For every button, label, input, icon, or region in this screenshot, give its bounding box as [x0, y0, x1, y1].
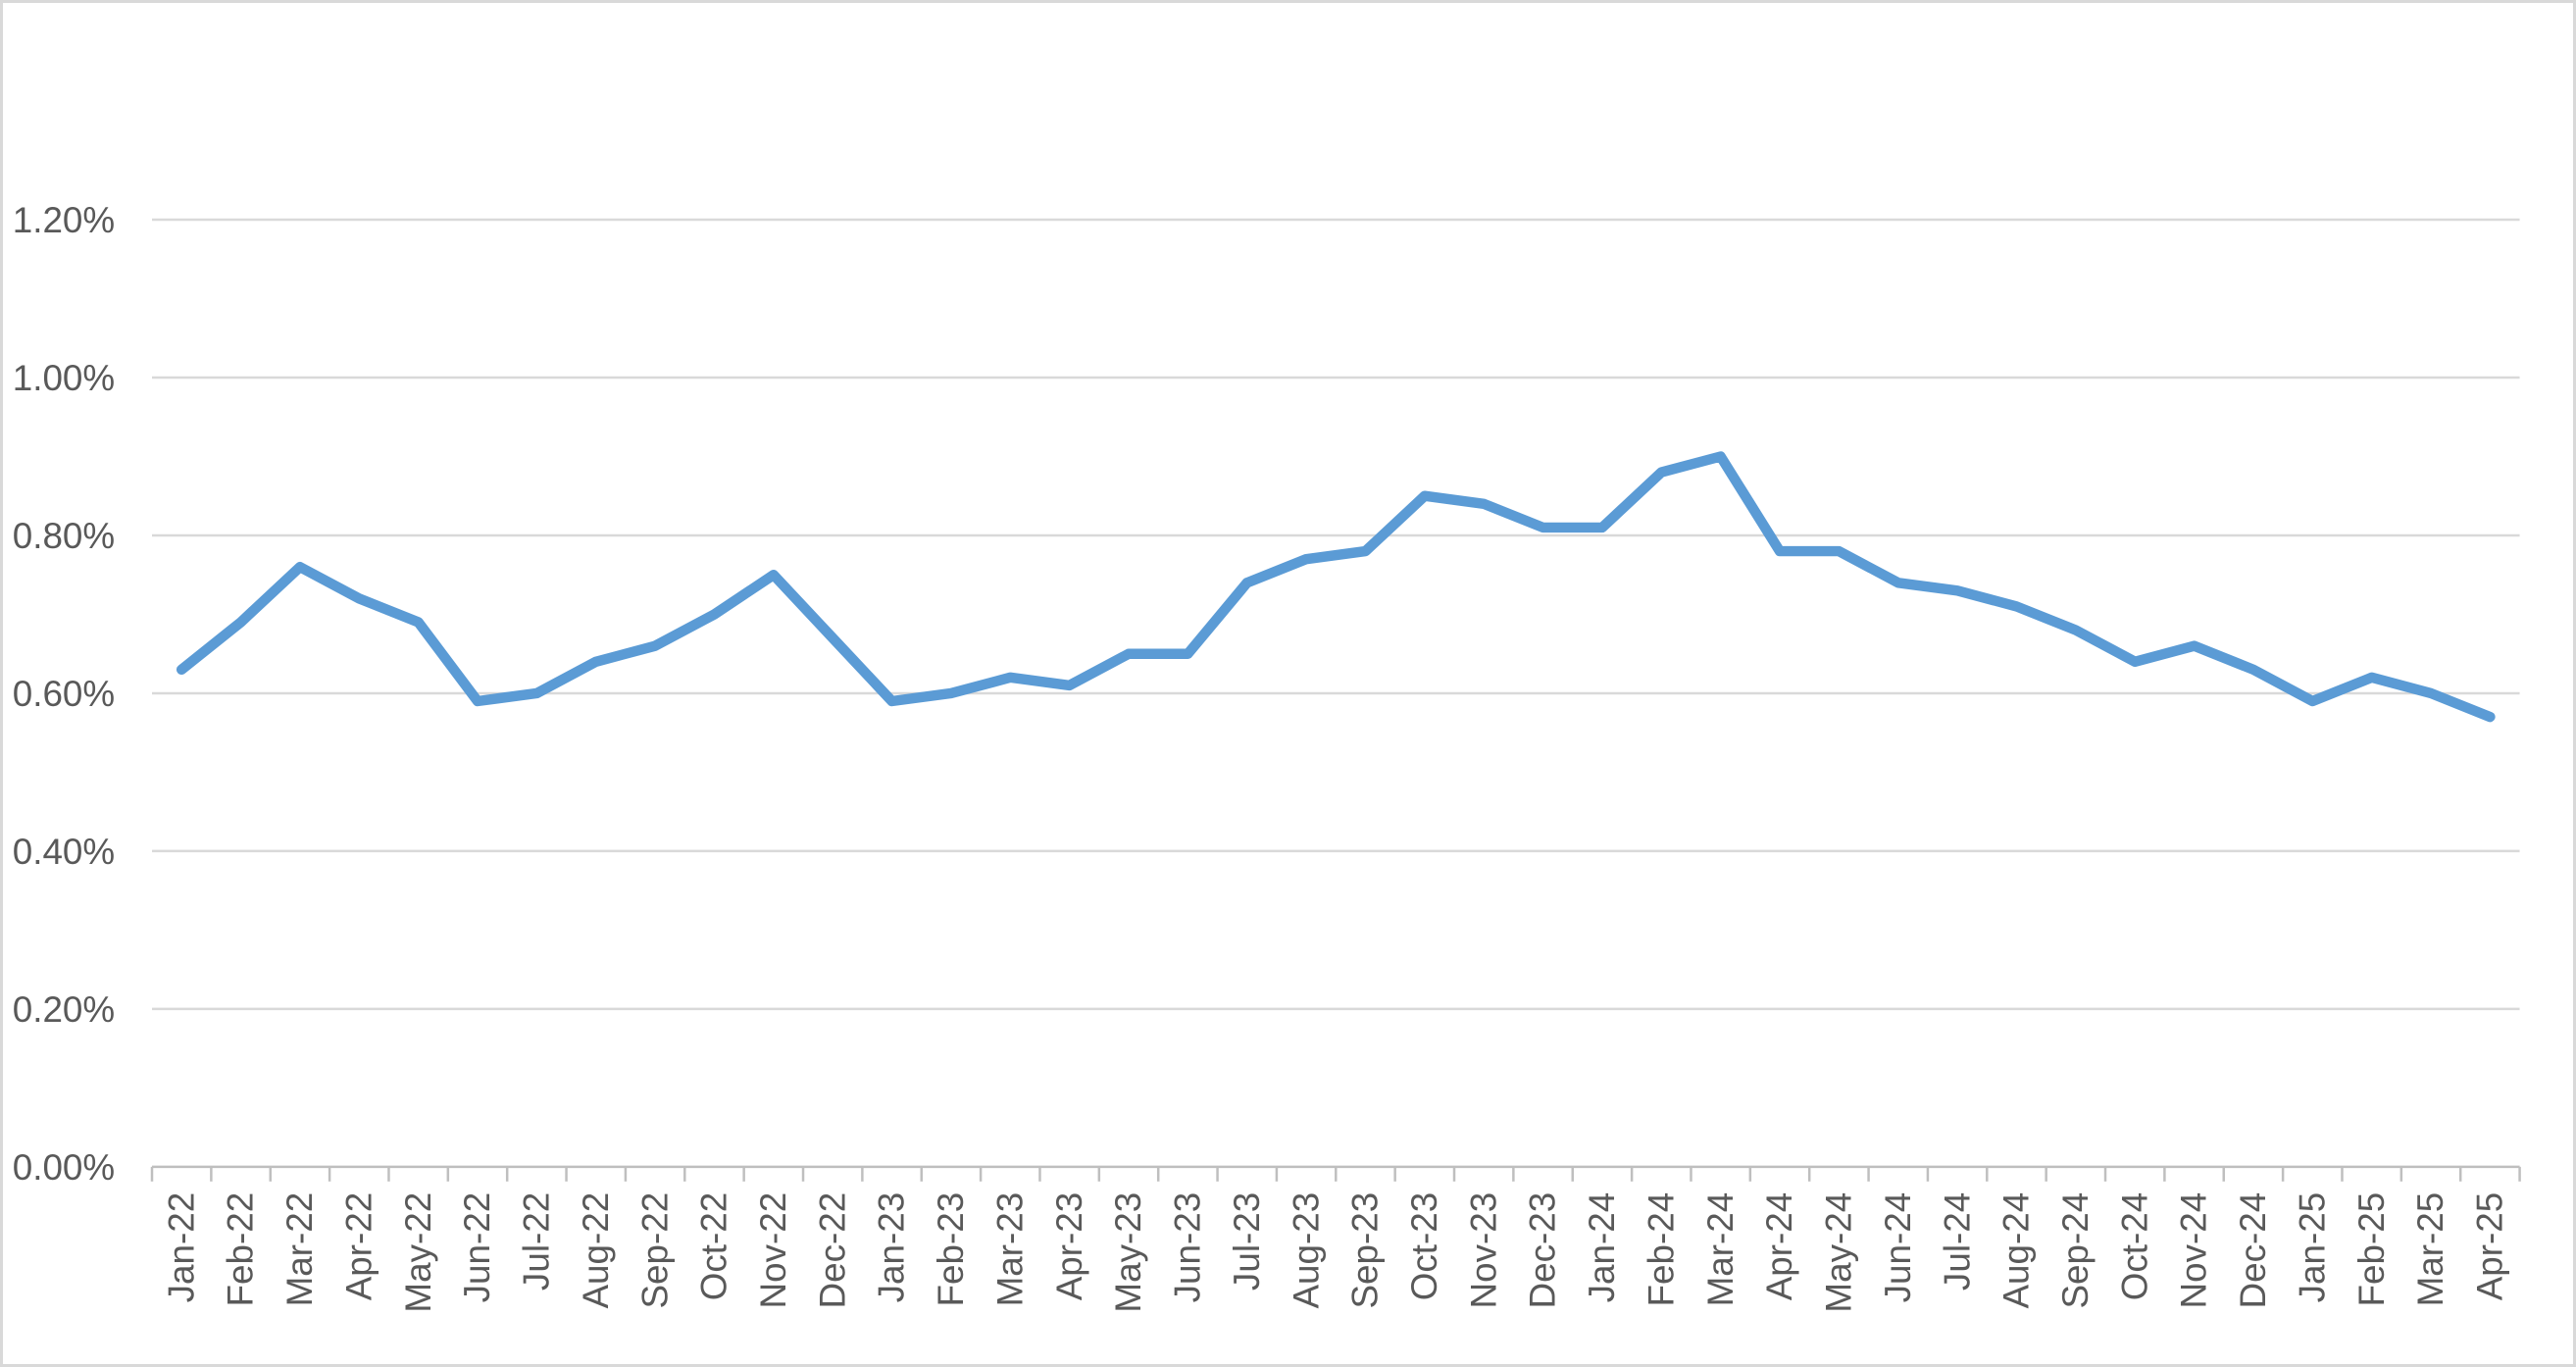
x-axis-tick-label: Mar-25 — [2410, 1192, 2450, 1307]
x-axis-tick-label: Apr-22 — [338, 1192, 379, 1301]
x-axis-tick-label: Jun-23 — [1168, 1192, 1208, 1303]
x-axis-tick-label: May-24 — [1819, 1192, 1859, 1313]
x-axis-tick-label: Nov-22 — [753, 1192, 793, 1309]
x-axis-tick-label: Nov-24 — [2174, 1192, 2214, 1309]
x-axis-tick-label: Aug-22 — [576, 1192, 616, 1309]
x-axis-tick-label: Dec-23 — [1523, 1192, 1563, 1309]
x-axis-tick-label: Feb-22 — [221, 1192, 261, 1307]
x-axis-tick-label: Oct-23 — [1404, 1192, 1444, 1301]
x-axis-tick-label: Oct-24 — [2114, 1192, 2154, 1301]
x-axis-tick-label: Sep-22 — [634, 1192, 675, 1309]
x-axis-tick-label: Jan-23 — [872, 1192, 912, 1303]
y-axis-tick-label: 0.80% — [13, 516, 115, 556]
x-axis-tick-label: May-23 — [1108, 1192, 1148, 1313]
x-axis-tick-label: Jul-23 — [1227, 1192, 1267, 1291]
x-axis-tick-label: Apr-24 — [1759, 1192, 1799, 1301]
x-axis-tick-label: Mar-24 — [1700, 1192, 1741, 1307]
x-axis-tick-label: Dec-24 — [2233, 1192, 2273, 1309]
x-axis-tick-label: Feb-25 — [2351, 1192, 2392, 1307]
x-axis-tick-label: Jan-22 — [161, 1192, 201, 1303]
x-axis-tick-label: Feb-24 — [1641, 1192, 1681, 1307]
x-axis-tick-label: May-22 — [398, 1192, 438, 1313]
x-axis-tick-label: Jan-24 — [1582, 1192, 1622, 1303]
x-axis-tick-label: Aug-24 — [1996, 1192, 2037, 1309]
x-axis-tick-label: Jul-24 — [1937, 1192, 1977, 1291]
x-axis-tick-label: Mar-22 — [279, 1192, 320, 1307]
x-axis-tick-label: Oct-22 — [694, 1192, 734, 1301]
x-axis-tick-label: Apr-25 — [2470, 1192, 2510, 1301]
y-axis-tick-label: 1.20% — [13, 200, 115, 240]
x-axis-tick-label: Feb-23 — [931, 1192, 971, 1307]
y-axis-tick-label: 0.20% — [13, 989, 115, 1030]
y-axis-tick-label: 0.40% — [13, 832, 115, 872]
x-axis-tick-label: Jul-22 — [517, 1192, 557, 1291]
y-axis-tick-label: 1.00% — [13, 358, 115, 398]
x-axis-tick-label: Mar-23 — [989, 1192, 1030, 1307]
series-line — [176, 451, 2496, 723]
x-axis-tick-label: Jun-22 — [457, 1192, 497, 1303]
x-axis-tick-label: Jun-24 — [1878, 1192, 1918, 1303]
x-axis-tick-label: Sep-23 — [1345, 1192, 1386, 1309]
x-axis-tick-label: Dec-22 — [812, 1192, 852, 1309]
x-axis-tick-label: Apr-23 — [1049, 1192, 1089, 1301]
x-axis-tick-label: Nov-23 — [1463, 1192, 1503, 1309]
line-chart-plot: 0.00% 0.20% 0.40% 0.60% 0.80% 1.00% 1.20% Jan-2… — [13, 200, 2521, 1313]
x-axis-tick-label: Aug-23 — [1286, 1192, 1326, 1309]
x-axis-tick-label: Sep-24 — [2055, 1192, 2096, 1309]
y-axis-tick-label: 0.00% — [13, 1147, 115, 1188]
y-axis-tick-label: 0.60% — [13, 674, 115, 714]
x-axis-tick-label: Jan-25 — [2292, 1192, 2332, 1303]
